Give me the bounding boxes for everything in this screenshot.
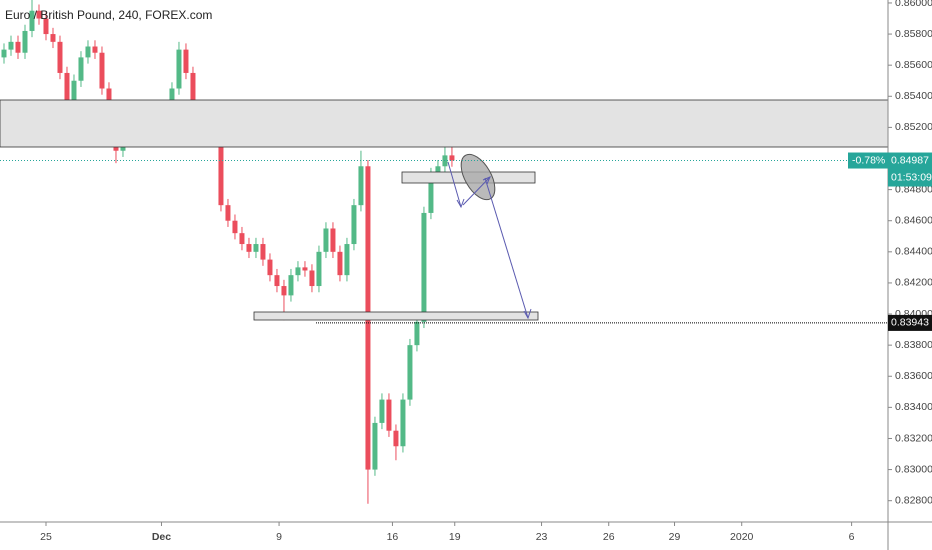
candle-body (267, 259, 273, 276)
x-tick-label: 25 (40, 531, 52, 543)
candle-body (337, 251, 343, 276)
candle-body (379, 399, 385, 423)
change-tag (848, 152, 888, 169)
candle-body (43, 18, 49, 35)
candle-body (295, 267, 301, 276)
candle-body (400, 399, 406, 447)
price-change: -0.78% (852, 154, 885, 166)
y-tick-label: 0.85400 (895, 90, 932, 102)
candle-body (176, 49, 182, 89)
candle-body (302, 267, 308, 271)
y-tick-label: 0.84400 (895, 246, 932, 258)
candle-body (85, 46, 91, 58)
candle-body (99, 52, 105, 89)
y-tick-label: 0.85600 (895, 59, 932, 71)
candle-body (71, 80, 77, 105)
y-tick-label: 0.86000 (895, 0, 932, 9)
candle-body (29, 10, 35, 31)
candle-body (386, 399, 392, 431)
candle-body (421, 212, 427, 322)
arrows (447, 161, 532, 320)
candle-body (22, 30, 28, 53)
candle-body (50, 34, 56, 42)
candle-body (309, 270, 315, 287)
y-tick-label: 0.83000 (895, 463, 932, 475)
candle-body (232, 220, 238, 234)
candle-body (323, 228, 329, 252)
candle-body (428, 174, 434, 213)
candle-body (57, 41, 63, 73)
y-tick-label: 0.83200 (895, 432, 932, 444)
candle-body (393, 430, 399, 447)
support-box (253, 311, 539, 321)
x-tick-label: 19 (449, 531, 461, 543)
marker-tag (888, 314, 932, 331)
ellipse (460, 153, 496, 201)
candle-body (449, 155, 455, 161)
candle-body (372, 422, 378, 470)
candle-body (218, 135, 224, 206)
x-tick-label: 6 (849, 531, 855, 543)
candle-body (260, 244, 266, 260)
y-tick-label: 0.82800 (895, 494, 932, 506)
candle-body (435, 166, 441, 175)
candle-body (183, 49, 189, 73)
x-tick-label: 29 (669, 531, 681, 543)
drawings (0, 99, 889, 321)
candle-body (414, 321, 420, 346)
candle-body (351, 205, 357, 245)
chart-title: Euro / British Pound, 240, FOREX.com (5, 8, 212, 22)
candle-body (281, 286, 287, 296)
candle-body (64, 72, 70, 105)
candle-body (225, 205, 231, 221)
candle-body (8, 41, 14, 50)
resistance-zone (0, 99, 889, 148)
y-tick-label: 0.85200 (895, 121, 932, 133)
candle-body (239, 233, 245, 245)
candle-body (274, 275, 280, 287)
candle-body (407, 345, 413, 400)
candle-body (253, 244, 259, 252)
candle-body (190, 72, 196, 112)
last-price-label: 0.84987 (891, 154, 929, 166)
candle-body (330, 228, 336, 252)
countdown: 01:53:09 (891, 171, 932, 183)
candle-body (36, 10, 42, 19)
x-tick-label: 16 (387, 531, 399, 543)
last-price-tag (888, 152, 932, 187)
candle-body (316, 251, 322, 287)
candle-body (78, 57, 84, 81)
x-tick-label: 26 (603, 531, 615, 543)
candle-body (92, 46, 98, 53)
candle-body (344, 244, 350, 276)
x-tick-label: 2020 (730, 531, 754, 543)
x-tick-label: 23 (536, 531, 548, 543)
y-tick-label: 0.83800 (895, 339, 932, 351)
y-tick-label: 0.83600 (895, 370, 932, 382)
x-tick-label: 9 (276, 531, 282, 543)
y-tick-label: 0.84200 (895, 277, 932, 289)
candle-body (246, 244, 252, 252)
y-tick-label: 0.85800 (895, 28, 932, 40)
candle-body (15, 41, 21, 53)
x-tick-label: Dec (152, 531, 171, 543)
candle-body (358, 166, 364, 206)
y-tick-label: 0.83400 (895, 401, 932, 413)
y-tick-label: 0.84600 (895, 214, 932, 226)
candle-body (1, 49, 7, 58)
marker-label: 0.83943 (891, 317, 929, 329)
candle-body (288, 275, 294, 296)
